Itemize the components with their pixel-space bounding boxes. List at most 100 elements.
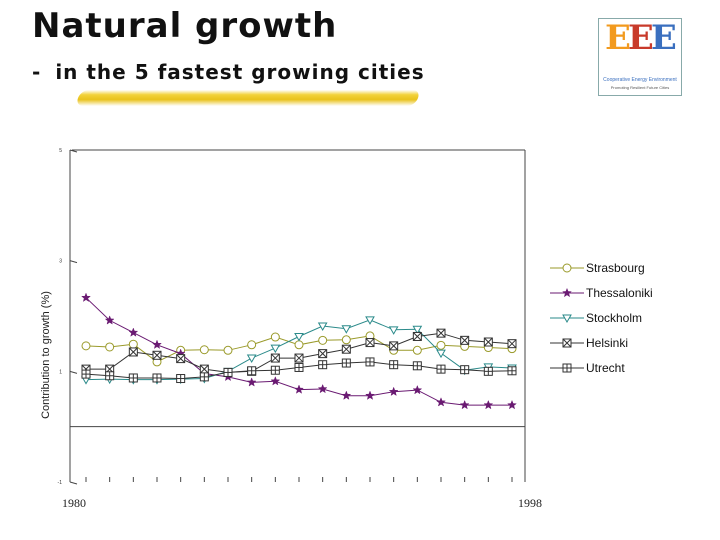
- y-axis-label: Contribution to growth (%): [40, 291, 52, 419]
- data-point-utrecht: [460, 365, 470, 375]
- legend-marker-helsinki: [562, 338, 572, 348]
- marker-cross-b: [341, 344, 351, 354]
- data-point-helsinki: [341, 344, 351, 354]
- data-point-thessaloniki: [341, 390, 352, 400]
- marker-cross-b: [318, 349, 328, 358]
- data-point-stockholm: [270, 344, 281, 354]
- data-point-utrecht: [81, 369, 91, 379]
- data-point-thessaloniki: [412, 384, 423, 395]
- data-point-helsinki: [176, 354, 186, 364]
- logo-letters: EEE: [605, 18, 677, 58]
- data-point-stockholm: [246, 354, 257, 364]
- subtitle-row: - in the 5 fastest growing cities: [32, 60, 425, 84]
- data-point-thessaloniki: [507, 399, 517, 410]
- data-point-helsinki: [365, 338, 375, 348]
- data-point-strasbourg: [247, 340, 257, 350]
- marker-cross-b: [365, 338, 375, 347]
- marker-cross-b: [460, 335, 470, 345]
- data-point-utrecht: [247, 366, 257, 376]
- data-point-thessaloniki: [436, 397, 446, 407]
- data-point-strasbourg: [436, 340, 446, 350]
- data-point-utrecht: [105, 371, 115, 381]
- data-point-helsinki: [483, 337, 493, 347]
- data-point-thessaloniki: [388, 386, 399, 397]
- marker-cross-b: [412, 332, 422, 341]
- data-point-strasbourg: [199, 345, 209, 355]
- data-point-utrecht: [436, 364, 446, 374]
- data-point-stockholm: [412, 325, 423, 335]
- data-point-thessaloniki: [152, 339, 162, 349]
- x-tick-label-start: 1980: [62, 496, 86, 510]
- data-point-thessaloniki: [270, 376, 281, 386]
- data-point-helsinki: [412, 331, 422, 341]
- data-point-utrecht: [294, 362, 304, 372]
- marker-cross-b: [270, 353, 280, 363]
- data-point-thessaloniki: [365, 390, 375, 400]
- subtitle-dash: -: [32, 60, 42, 84]
- legend-label-helsinki: Helsinki: [586, 336, 628, 350]
- data-point-stockholm: [317, 322, 328, 331]
- data-point-thessaloniki: [483, 399, 494, 410]
- data-point-strasbourg: [412, 345, 422, 355]
- data-point-thessaloniki: [317, 383, 328, 394]
- logo-letter-3: E: [650, 18, 677, 58]
- marker-cross-b: [128, 347, 138, 357]
- data-point-utrecht: [341, 358, 351, 368]
- data-point-thessaloniki: [246, 377, 257, 387]
- data-point-helsinki: [128, 347, 138, 357]
- y-tick-mark: [69, 149, 78, 153]
- data-point-stockholm: [388, 326, 399, 335]
- data-point-utrecht: [199, 372, 209, 382]
- logo-caption: Cooperative Energy Environment: [603, 77, 677, 83]
- data-point-utrecht: [176, 374, 186, 384]
- eee-logo: EEE Cooperative Energy Environment Promo…: [598, 18, 682, 96]
- data-point-utrecht: [507, 366, 517, 376]
- marker-cross-b: [152, 350, 162, 360]
- data-point-helsinki: [389, 341, 399, 351]
- logo-tagline: Promoting Resilient Future Cities: [610, 85, 670, 90]
- legend-label-strasbourg: Strasbourg: [586, 261, 645, 275]
- y-tick-label: 1: [59, 369, 62, 375]
- data-point-utrecht: [389, 360, 399, 370]
- data-point-helsinki: [199, 364, 209, 374]
- data-point-thessaloniki: [104, 315, 115, 325]
- y-tick-mark: [69, 481, 78, 485]
- data-point-strasbourg: [270, 332, 280, 342]
- data-point-helsinki: [318, 349, 328, 359]
- marker-cross-b: [562, 338, 572, 348]
- data-point-utrecht: [152, 373, 162, 383]
- data-point-helsinki: [294, 353, 304, 363]
- data-point-strasbourg: [105, 342, 115, 352]
- marker-cross-b: [483, 337, 493, 347]
- marker-cross-b: [176, 354, 186, 363]
- y-tick-mark: [69, 260, 78, 264]
- legend-label-thessaloniki: Thessaloniki: [586, 286, 653, 300]
- data-point-utrecht: [318, 360, 328, 370]
- data-point-stockholm: [341, 325, 352, 334]
- data-point-utrecht: [412, 361, 422, 371]
- marker-cross-b: [389, 341, 399, 351]
- data-point-thessaloniki: [128, 327, 139, 337]
- y-tick-label: 3: [59, 259, 62, 265]
- data-point-stockholm: [365, 316, 375, 325]
- y-tick-mark: [69, 370, 78, 374]
- data-point-strasbourg: [294, 340, 304, 350]
- legend-marker-utrecht: [562, 363, 572, 373]
- legend-marker-thessaloniki: [562, 287, 572, 298]
- data-point-helsinki: [507, 339, 517, 349]
- data-point-utrecht: [128, 373, 138, 383]
- page-subtitle: in the 5 fastest growing cities: [55, 60, 425, 84]
- marker-cross-b: [199, 364, 209, 374]
- x-tick-label-end: 1998: [518, 496, 542, 510]
- legend-marker-stockholm: [562, 314, 572, 324]
- logo-letter-2: E: [627, 18, 654, 58]
- marker-cross-b: [507, 339, 517, 349]
- data-point-thessaloniki: [459, 399, 470, 410]
- data-point-utrecht: [365, 357, 375, 367]
- page-title: Natural growth: [32, 6, 338, 46]
- data-point-strasbourg: [341, 335, 351, 345]
- data-point-utrecht: [483, 366, 493, 376]
- y-tick-label: -1: [58, 480, 63, 486]
- data-point-thessaloniki: [294, 384, 304, 394]
